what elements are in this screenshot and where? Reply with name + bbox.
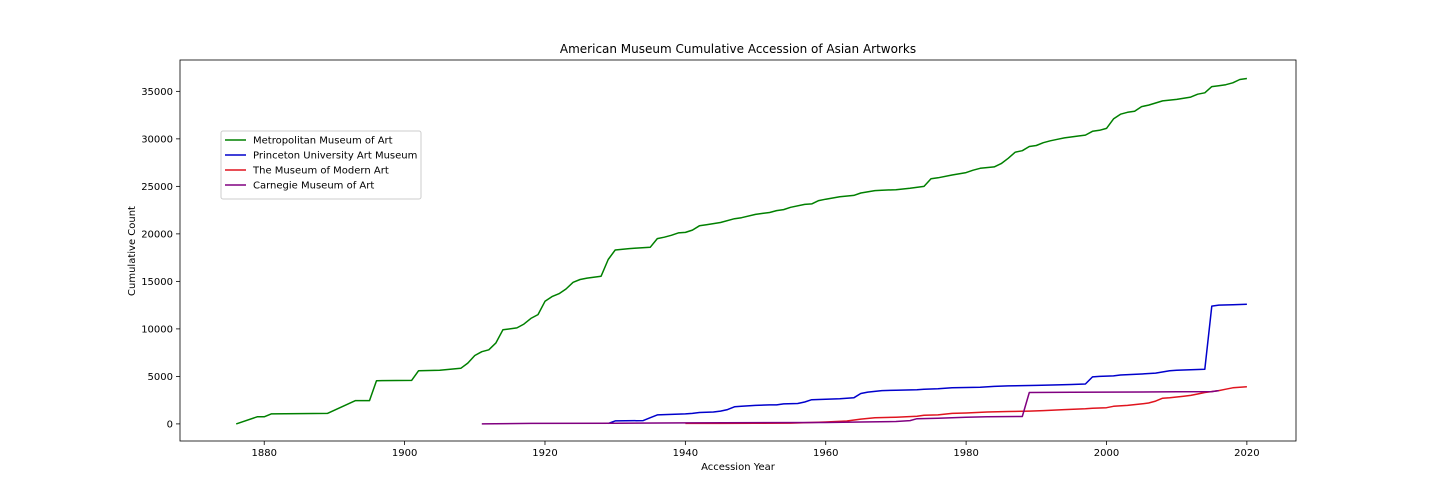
y-tick-label: 5000 <box>148 372 173 383</box>
y-tick-label: 0 <box>167 419 173 430</box>
x-tick-label: 1900 <box>392 448 417 459</box>
series-line-3 <box>685 386 1247 425</box>
legend-label-3: The Museum of Modern Art <box>252 166 389 177</box>
y-axis-label: Cumulative Count <box>127 206 138 296</box>
series-line-1 <box>235 77 1248 425</box>
x-tick-label: 1880 <box>251 448 276 459</box>
y-tick-label: 25000 <box>141 182 173 193</box>
x-tick-label: 1960 <box>813 448 838 459</box>
y-tick-label: 10000 <box>141 324 173 335</box>
x-tick-label: 1980 <box>953 448 978 459</box>
x-tick-label: 1940 <box>673 448 698 459</box>
chart-title: American Museum Cumulative Accession of … <box>560 42 916 56</box>
x-axis-label: Accession Year <box>701 462 776 473</box>
series-line-2 <box>607 303 1247 425</box>
plot-area: 1880 1900 1920 1940 1960 1980 2000 2020 0 5000 100… <box>141 59 1297 459</box>
legend-label-1: Metropolitan Museum of Art <box>253 136 393 147</box>
y-tick-label: 30000 <box>141 134 173 145</box>
y-tick-label: 35000 <box>141 87 173 98</box>
series-line-4 <box>481 389 1219 425</box>
legend-label-4: Carnegie Museum of Art <box>253 181 374 192</box>
axes-frame <box>179 59 1297 442</box>
y-tick-label: 15000 <box>141 277 173 288</box>
x-tick-label: 2000 <box>1094 448 1119 459</box>
y-tick-label: 20000 <box>141 229 173 240</box>
x-tick-label: 1920 <box>532 448 557 459</box>
legend-label-2: Princeton University Art Museum <box>253 151 417 162</box>
legend-box <box>220 130 422 200</box>
legend: Metropolitan Museum of Art Princeton Univ… <box>220 130 422 200</box>
x-tick-label: 2020 <box>1234 448 1259 459</box>
